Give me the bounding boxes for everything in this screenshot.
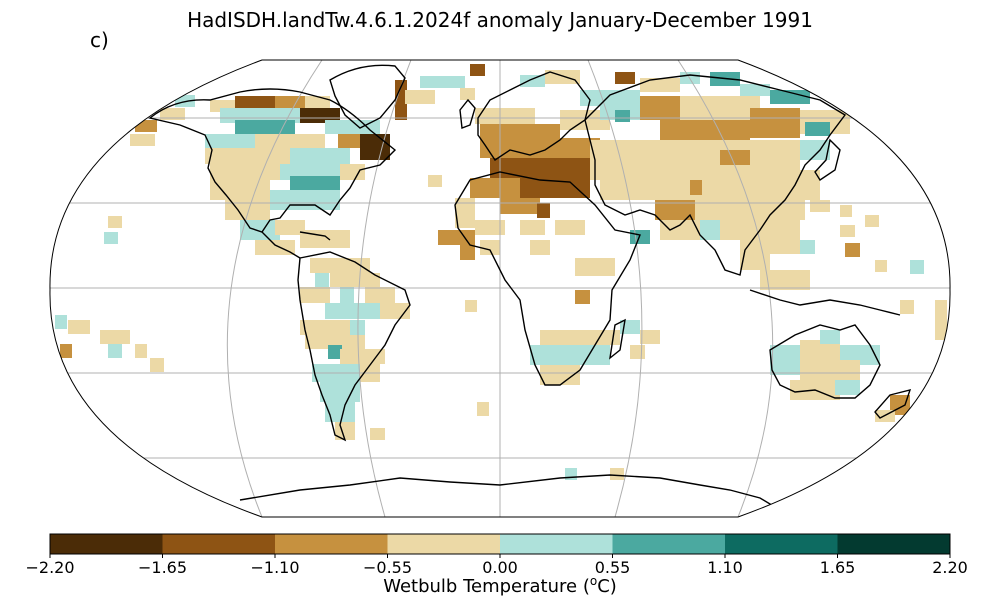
globe-outline (49, 59, 951, 518)
colorbar-segment-2 (275, 534, 388, 554)
north-america-coast (148, 88, 397, 233)
colorbar-segment-6 (725, 534, 838, 554)
south-america-coast (297, 251, 411, 442)
map-title: HadISDH.landTw.4.6.1.2024f anomaly Janua… (187, 8, 813, 32)
uk-coast (459, 98, 476, 129)
indonesia-coast (749, 289, 901, 316)
colorbar-segment-1 (162, 534, 276, 554)
colorbar-title-main: Wetbulb Temperature ( (383, 576, 590, 597)
colorbar-title-unit: C) (597, 576, 617, 597)
new-zealand-coast (874, 389, 912, 419)
colorbar-tick-label: 0.00 (482, 558, 518, 577)
colorbar-title: Wetbulb Temperature (oC) (0, 574, 1000, 597)
colorbar-tick-label: 2.20 (932, 558, 968, 577)
colorbar-tick-label: 0.55 (594, 558, 631, 577)
colorbar-tick-labels: −2.20 −1.65 −1.10 −0.55 0.00 0.55 1.10 1.65 2.20 (0, 558, 1000, 580)
europe-coast (477, 71, 591, 161)
japan-coast (814, 138, 841, 181)
colorbar-segment-0 (50, 534, 163, 554)
graticule (49, 60, 951, 517)
africa-coast (454, 171, 641, 386)
madagascar-coast (609, 318, 626, 360)
colorbar-tick-label: 1.10 (707, 558, 743, 577)
greenland-coast (329, 64, 406, 129)
central-america-coast (261, 231, 301, 259)
colorbar-tick-label: −2.20 (25, 558, 75, 577)
antarctica-coast (239, 474, 781, 511)
cuba-coast (299, 231, 331, 241)
colorbar-tick-label: −1.10 (250, 558, 300, 577)
colorbar-tick-label: −0.55 (362, 558, 413, 577)
asia-coast (584, 74, 847, 276)
grid-cells (55, 64, 947, 480)
colorbar-title-sup: o (589, 574, 598, 588)
australia-coast (769, 324, 881, 399)
panel-label: c) (90, 28, 109, 52)
colorbar-segment-3 (387, 534, 501, 554)
colorbar (49, 533, 951, 558)
colorbar-segment-4 (500, 534, 613, 554)
colorbar-tick-label: 1.65 (819, 558, 856, 577)
colorbar-tick-label: −1.65 (137, 558, 188, 577)
colorbar-segment-5 (612, 534, 726, 554)
coastlines (148, 64, 912, 511)
colorbar-segment-7 (837, 534, 951, 554)
